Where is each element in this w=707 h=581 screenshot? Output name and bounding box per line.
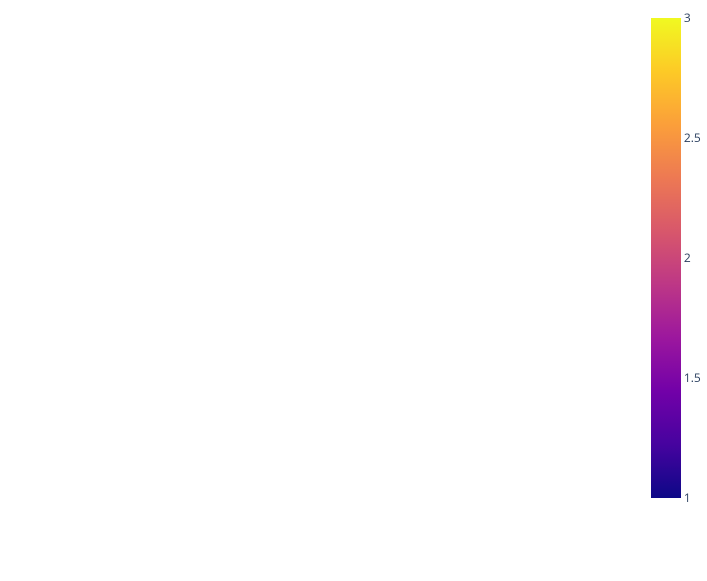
svg-text:1: 1 [684, 489, 691, 506]
svg-text:1.5: 1.5 [684, 369, 701, 386]
svg-text:2: 2 [684, 249, 691, 266]
svg-text:2.5: 2.5 [684, 129, 701, 146]
